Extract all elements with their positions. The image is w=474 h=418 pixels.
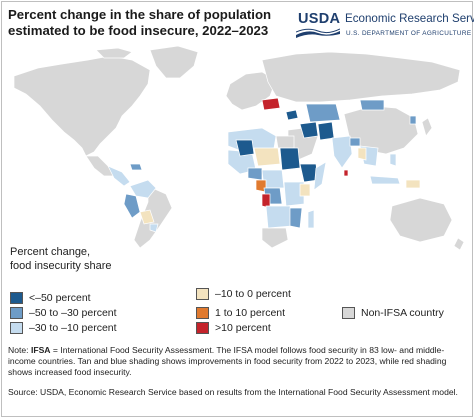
nepal-bangladesh [349, 137, 361, 147]
world-map [13, 45, 465, 251]
papua [405, 179, 421, 189]
mauritania-mali [235, 139, 255, 157]
note-text: Note: IFSA = International Food Security… [8, 345, 466, 379]
ecuador-peru [123, 193, 141, 219]
colombia-venezuela [129, 179, 157, 199]
nigeria [247, 167, 263, 181]
legend-label: 1 to 10 percent [215, 307, 286, 319]
legend-item-minus-50-to-minus-30: –50 to –30 percent [10, 306, 117, 320]
legend-label: –30 to –10 percent [29, 322, 117, 334]
mozambique [289, 207, 303, 229]
madagascar [307, 209, 315, 229]
sri-lanka [343, 169, 349, 177]
legend-swatch [196, 307, 209, 319]
legend-swatch [342, 307, 355, 319]
china [343, 105, 419, 155]
legend-label: >10 percent [215, 322, 271, 334]
legend-label: –50 to –30 percent [29, 307, 117, 319]
australia [389, 197, 453, 243]
legend-item-1-to-10: 1 to 10 percent [196, 306, 285, 320]
legend-swatch [196, 322, 209, 334]
legend-title-line-2: food insecurity share [10, 260, 112, 272]
source-text: Source: USDA, Economic Research Service … [8, 387, 458, 397]
legend-item-minus-30-to-minus-10: –30 to –10 percent [10, 321, 117, 335]
legend-title: Percent change, food insecurity share [10, 245, 210, 273]
angola-zambia [265, 205, 293, 229]
page-title: Percent change in the share of populatio… [8, 7, 298, 39]
central-asia [305, 103, 341, 123]
myanmar [357, 147, 367, 161]
japan [421, 117, 433, 137]
legend-item-gt-10: >10 percent [196, 321, 271, 335]
north-america [13, 55, 151, 157]
east-africa [283, 181, 305, 207]
note-body: = International Food Security Assessment… [8, 345, 447, 378]
legend-swatch [10, 322, 23, 334]
north-korea [409, 115, 417, 125]
russia [261, 51, 461, 103]
sudan [279, 147, 301, 171]
niger-chad [253, 147, 281, 167]
note-ifsa-abbr: IFSA [30, 345, 51, 355]
usda-ers-logo: USDA Economic Research Service U.S. DEPA… [296, 10, 474, 44]
title-line-1: Percent change in the share of populatio… [8, 7, 272, 22]
kenya [299, 183, 311, 197]
department-name: U.S. DEPARTMENT OF AGRICULTURE [346, 30, 472, 37]
note-label: Note: [8, 345, 31, 355]
philippines [389, 153, 397, 167]
legend-swatch [10, 292, 23, 304]
ifsa-countries [107, 97, 421, 233]
caribbean [129, 163, 143, 171]
somalia [313, 161, 327, 191]
legend-label: –10 to 0 percent [215, 288, 291, 300]
greenland [149, 45, 199, 79]
mongolia [359, 99, 385, 111]
legend-swatch [196, 288, 209, 300]
legend-item-non-ifsa: Non-IFSA country [342, 306, 444, 320]
egypt [275, 135, 295, 149]
ukraine [261, 97, 281, 111]
caucasus [285, 109, 299, 121]
legend-item-lt-minus-50: <–50 percent [10, 291, 91, 305]
bolivia [139, 209, 155, 225]
new-zealand [453, 237, 465, 251]
arctic-islands [95, 47, 133, 59]
paraguay [149, 223, 159, 233]
legend-label: Non-IFSA country [361, 307, 444, 319]
legend-item-minus-10-to-0: –10 to 0 percent [196, 287, 291, 301]
afghanistan-pakistan [317, 121, 335, 141]
legend-label: <–50 percent [29, 292, 91, 304]
mexico [85, 155, 115, 177]
title-line-2: estimated to be food insecure, 2022–2023 [8, 23, 269, 38]
indonesia [369, 175, 401, 185]
india [331, 135, 353, 169]
usda-logo-text: USDA [298, 11, 341, 27]
central-america [107, 165, 131, 187]
legend-swatch [10, 307, 23, 319]
agency-name: Economic Research Service [345, 12, 474, 25]
legend-title-line-1: Percent change, [10, 246, 91, 258]
southern-africa [261, 227, 289, 249]
iran [299, 121, 319, 139]
usda-swoosh-icon [296, 28, 340, 38]
